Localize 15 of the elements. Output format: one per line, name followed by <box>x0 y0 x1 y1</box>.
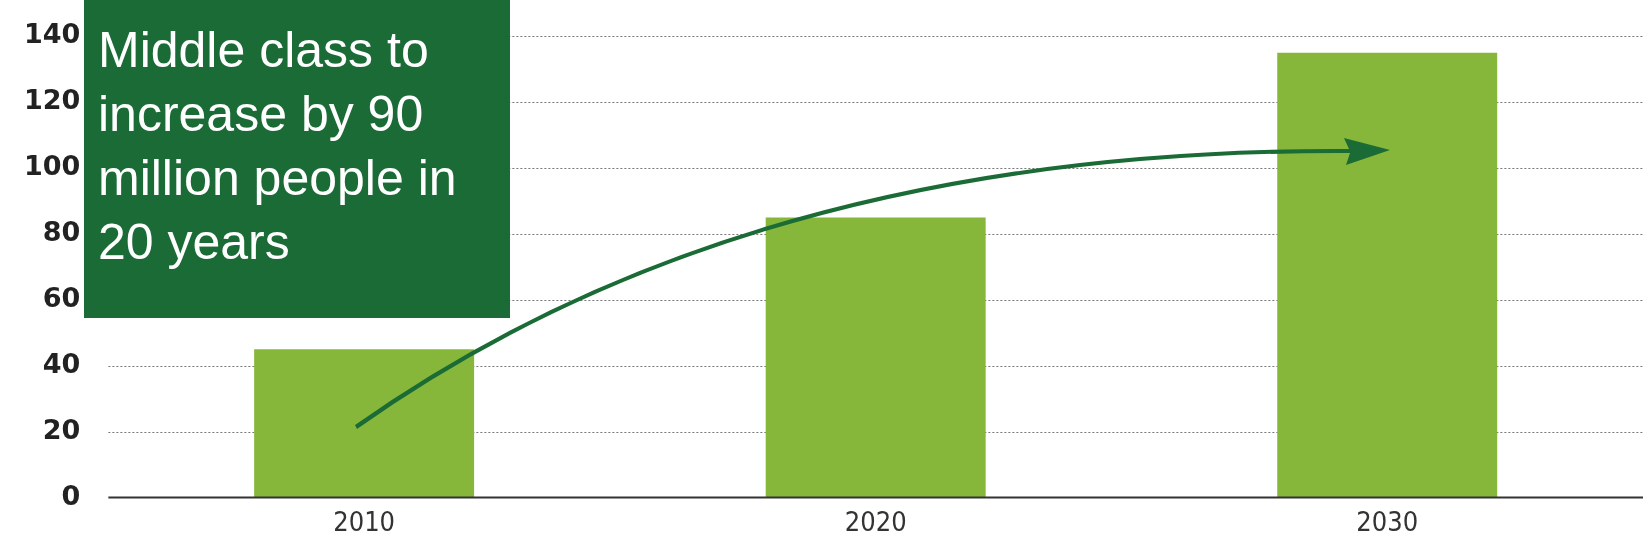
bar <box>1277 52 1498 498</box>
y-tick-label: 0 <box>61 479 81 511</box>
y-tick-label: 140 <box>23 18 81 50</box>
x-tick-label: 2010 <box>333 505 396 537</box>
y-tick-label: 60 <box>42 281 81 313</box>
y-tick-label: 100 <box>23 150 81 182</box>
y-tick-label: 20 <box>42 413 81 445</box>
text: Middle class to increase by 90 million people in 20 years <box>84 0 510 318</box>
x-tick-label: 2030 <box>1356 505 1419 537</box>
y-tick-label: 80 <box>42 215 81 247</box>
x-tick-label: 2020 <box>844 505 907 537</box>
y-tick-label: 120 <box>23 84 81 116</box>
bar <box>254 349 475 498</box>
y-tick-label: 40 <box>42 347 81 379</box>
bar <box>765 217 986 498</box>
